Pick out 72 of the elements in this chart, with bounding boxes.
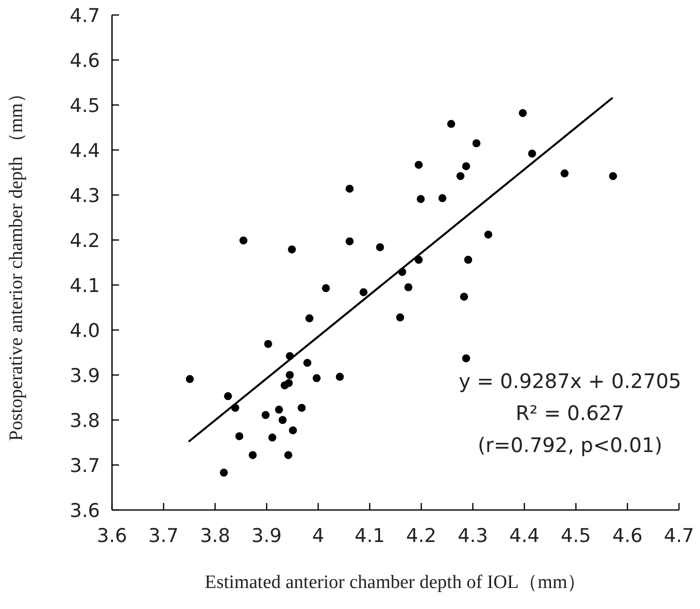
point (414, 160, 423, 169)
y-axis-title: Postoperative anterior chamber depth （mm） (6, 84, 27, 441)
x-tick-label: 4.2 (406, 525, 436, 547)
point (462, 354, 470, 362)
point (186, 375, 194, 384)
point (456, 172, 464, 180)
x-tick-label: 3.6 (96, 525, 128, 547)
point (288, 245, 296, 254)
point (220, 468, 228, 477)
point (264, 340, 272, 348)
point (360, 288, 368, 296)
point (248, 451, 257, 460)
point (235, 432, 244, 440)
point (305, 314, 314, 322)
point (288, 426, 297, 434)
y-tick-label: 3.7 (70, 455, 100, 477)
point (404, 283, 412, 292)
x-tick-label: 4.3 (458, 525, 488, 547)
x-tick-label: 4 (312, 525, 324, 547)
point (312, 374, 321, 382)
point (464, 256, 472, 264)
y-tick-label: 3.9 (70, 365, 100, 387)
annotation: y = 0.9287x + 0.2705 (458, 369, 682, 393)
point (472, 139, 480, 148)
point (346, 237, 354, 246)
y-tick-label: 4.2 (70, 230, 100, 252)
point (462, 162, 470, 170)
point (239, 236, 248, 244)
y-tick-label: 4.5 (70, 95, 100, 117)
point (460, 292, 468, 301)
point (376, 243, 384, 252)
point (528, 150, 536, 158)
x-tick-label: 4.6 (612, 525, 643, 547)
x-tick-label: 3.7 (148, 525, 179, 547)
point (346, 184, 354, 193)
y-tick-label: 3.8 (70, 410, 100, 432)
point (416, 195, 425, 204)
x-tick-label: 3.9 (252, 525, 282, 547)
point (518, 109, 527, 118)
point (284, 379, 293, 388)
y-tick-label: 4.0 (70, 320, 100, 342)
point (484, 230, 492, 239)
y-tick-label: 4.1 (70, 275, 100, 297)
y-tick-label: 3.6 (70, 500, 100, 522)
point (303, 358, 312, 367)
annotation: (r=0.792, p<0.01) (478, 433, 662, 457)
point (298, 404, 306, 412)
y-tick-label: 4.6 (70, 50, 100, 72)
point (560, 169, 569, 178)
point (396, 313, 404, 322)
y-tick-label: 4.3 (70, 185, 100, 207)
point (447, 120, 456, 128)
point (224, 392, 232, 400)
point (262, 411, 270, 420)
annotation: R² = 0.627 (516, 401, 624, 425)
x-tick-label: 4.4 (509, 525, 540, 547)
point (438, 194, 446, 202)
point (609, 172, 618, 180)
point (336, 372, 344, 381)
y-tick-label: 4.4 (70, 140, 100, 162)
point (322, 284, 330, 292)
point (284, 451, 292, 460)
point (268, 434, 276, 442)
x-tick-label: 4.7 (664, 525, 694, 547)
x-tick-label: 4.5 (560, 525, 592, 547)
point (286, 371, 294, 379)
x-tick-label: 3.8 (200, 525, 230, 547)
point (278, 416, 287, 424)
x-tick-label: 4.1 (354, 525, 385, 547)
y-tick-label: 4.7 (70, 5, 100, 27)
point (275, 406, 284, 414)
x-axis-title: Estimated anterior chamber depth of IOL（mm） (204, 572, 586, 593)
